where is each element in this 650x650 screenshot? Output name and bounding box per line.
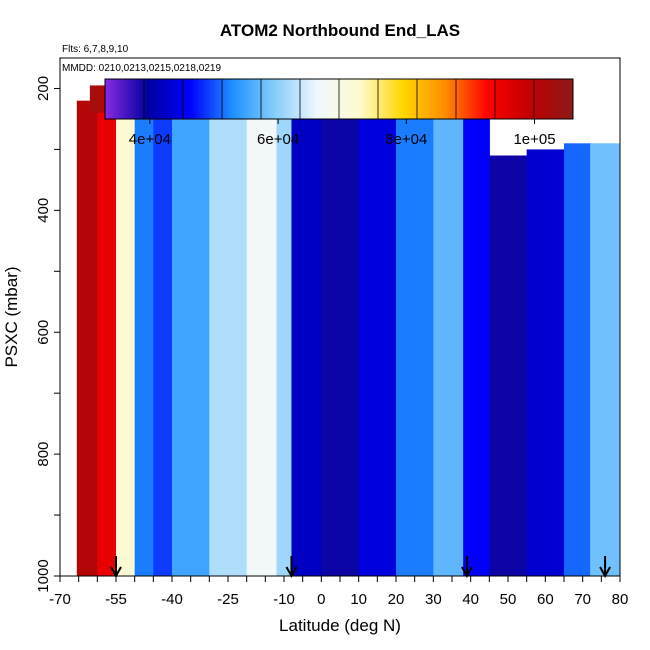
x-tick-label: -40 xyxy=(161,591,183,608)
heatmap-band xyxy=(396,112,434,576)
x-tick-label: 0 xyxy=(317,591,325,608)
flights-label: Flts: 6,7,8,9,10 xyxy=(62,44,129,55)
heatmap-band xyxy=(358,112,397,576)
x-tick-label: 40 xyxy=(462,591,479,608)
x-tick-label: 50 xyxy=(500,591,517,608)
x-axis: -70 -55 -40 -25 -10 0 10 20 30 40 50 60 70 80 xyxy=(49,576,628,608)
x-tick-label: -55 xyxy=(105,591,127,608)
colorbar-tick-label: 8e+04 xyxy=(385,131,427,148)
colorbar-tick-label: 1e+05 xyxy=(513,131,555,148)
dates-label: MMDD: 0210,0213,0215,0218,0219 xyxy=(62,63,221,74)
x-tick-label: 30 xyxy=(425,591,442,608)
x-tick-label: 10 xyxy=(350,591,367,608)
x-tick-label: 60 xyxy=(537,591,554,608)
x-tick-label: -25 xyxy=(217,591,239,608)
x-tick-label: -10 xyxy=(273,591,295,608)
heatmap-band xyxy=(489,155,528,576)
heatmap-band xyxy=(209,112,248,576)
y-axis: 200 400 600 800 1000 xyxy=(35,76,60,593)
y-axis-label: PSXC (mbar) xyxy=(2,266,21,367)
x-tick-label: 70 xyxy=(574,591,591,608)
heatmap-band xyxy=(433,112,464,576)
x-tick-label: 80 xyxy=(612,591,629,608)
heatmap-bands xyxy=(76,85,620,576)
y-tick-label: 600 xyxy=(35,320,52,345)
y-tick-label: 400 xyxy=(35,198,52,223)
chart-title: ATOM2 Northbound End_LAS xyxy=(220,21,460,40)
heatmap-band xyxy=(76,100,98,576)
heatmap-band xyxy=(276,112,293,576)
colorbar-tick-label: 6e+04 xyxy=(257,131,299,148)
heatmap-band xyxy=(321,112,360,576)
y-tick-label: 1000 xyxy=(35,559,52,592)
heatmap-band xyxy=(134,106,154,576)
colorbar: 4e+04 6e+04 8e+04 1e+05 xyxy=(104,78,574,148)
colorbar-tick-label: 4e+04 xyxy=(129,131,171,148)
heatmap-band xyxy=(526,149,565,576)
x-tick-label: -70 xyxy=(49,591,71,608)
heatmap-band xyxy=(172,112,210,576)
heatmap-band xyxy=(463,112,490,576)
y-tick-label: 200 xyxy=(35,76,52,101)
x-axis-label: Latitude (deg N) xyxy=(279,616,401,635)
heatmap-band xyxy=(590,143,620,576)
heatmap-band xyxy=(153,109,173,576)
heatmap-band xyxy=(97,100,117,576)
heatmap-band xyxy=(116,103,136,576)
y-tick-label: 800 xyxy=(35,442,52,467)
heatmap-band xyxy=(291,112,322,576)
heatmap-band xyxy=(246,112,278,576)
x-tick-label: 20 xyxy=(388,591,405,608)
heatmap-band xyxy=(564,143,591,576)
